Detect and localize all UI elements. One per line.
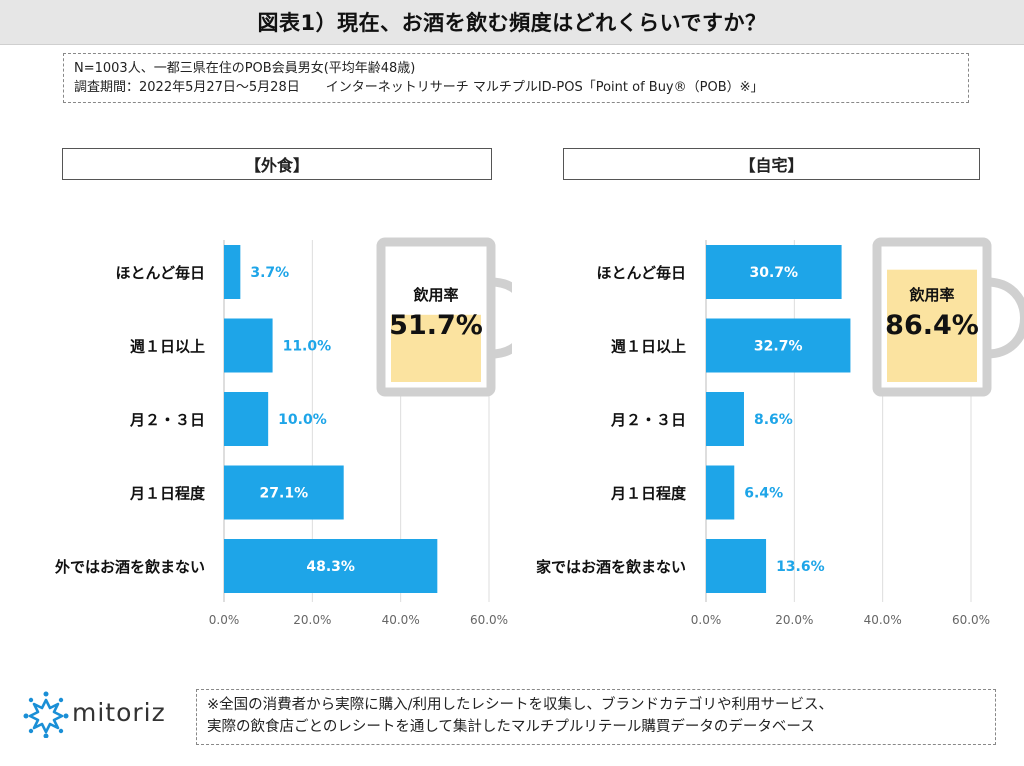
bar bbox=[224, 539, 438, 593]
logo-wordmark: mitoriz bbox=[72, 698, 166, 727]
mitoriz-logo: mitoriz bbox=[22, 688, 182, 738]
category-label: 月２・３日 bbox=[129, 411, 205, 429]
category-label: 月１日程度 bbox=[129, 485, 206, 503]
x-tick-label: 40.0% bbox=[382, 613, 420, 627]
category-label: 週１日以上 bbox=[611, 338, 686, 356]
drinking-rate-label: 飲用率 bbox=[908, 286, 954, 304]
data-label: 27.1% bbox=[260, 486, 309, 502]
mug-fill-level bbox=[391, 314, 481, 382]
drinking-rate-mug: 飲用率 51.7% bbox=[376, 237, 512, 397]
bar bbox=[224, 392, 269, 446]
bar bbox=[706, 539, 767, 593]
bar bbox=[706, 392, 744, 446]
data-label: 6.4% bbox=[744, 486, 783, 502]
x-tick-label: 40.0% bbox=[864, 613, 902, 627]
bar bbox=[224, 465, 344, 520]
bar bbox=[706, 245, 842, 299]
category-label: 週１日以上 bbox=[130, 338, 205, 356]
chart-home: 0.0% 20.0% 40.0% 60.0% ほとんど毎日 30.7% 週１日以上 32.7%… bbox=[536, 237, 1024, 627]
page-title: 図表1）現在、お酒を飲む頻度はどれくらいですか？ bbox=[257, 11, 767, 35]
x-tick-label: 60.0% bbox=[952, 613, 990, 627]
data-label: 48.3% bbox=[306, 559, 355, 575]
footer-note: ※全国の消費者から実際に購入/利用したレシートを収集し、ブランドカテゴリや利用サ… bbox=[196, 689, 996, 745]
bar bbox=[224, 245, 241, 299]
logo-mark-icon bbox=[23, 691, 69, 738]
mug-handle bbox=[490, 277, 512, 359]
category-label: ほとんど毎日 bbox=[596, 264, 686, 282]
footer-note-line1: ※全国の消費者から実際に購入/利用したレシートを収集し、ブランドカテゴリや利用サ… bbox=[207, 697, 834, 713]
drinking-rate-value: 51.7% bbox=[389, 310, 483, 341]
survey-period-note: 調査期間：2022年5月27日～5月28日 インターネットリサーチ マルチプルI… bbox=[74, 80, 764, 95]
category-label: ほとんど毎日 bbox=[115, 264, 205, 282]
chart-eating-out: 0.0% 20.0% 40.0% 60.0% ほとんど毎日 3.7% 週１日以上 11.0% 月… bbox=[54, 237, 512, 627]
survey-sample-note: N=1003人、一都三県在住のPOB会員男女(平均年齢48歳) bbox=[74, 61, 416, 76]
data-label: 10.0% bbox=[278, 412, 327, 428]
x-tick-label: 20.0% bbox=[775, 613, 813, 627]
category-label: 家ではお酒を飲まない bbox=[536, 558, 686, 576]
survey-notes: N=1003人、一都三県在住のPOB会員男女(平均年齢48歳) 調査期間：202… bbox=[63, 53, 969, 103]
x-tick-label: 60.0% bbox=[470, 613, 508, 627]
panel-title-eating-out: 【外食】 bbox=[62, 148, 492, 180]
category-label: 月１日程度 bbox=[610, 485, 687, 503]
data-label: 13.6% bbox=[776, 559, 825, 575]
category-label: 外ではお酒を飲まない bbox=[54, 558, 205, 576]
x-tick-label: 0.0% bbox=[209, 613, 240, 627]
drinking-rate-value: 86.4% bbox=[885, 310, 979, 341]
bar bbox=[224, 318, 273, 373]
data-label: 30.7% bbox=[750, 265, 799, 281]
drinking-rate-mug: 飲用率 86.4% bbox=[872, 237, 1024, 397]
footer-note-line2: 実際の飲食店ごとのレシートを通して集計したマルチプルリテール購買データのデータベ… bbox=[207, 719, 815, 735]
bar bbox=[706, 318, 851, 373]
category-label: 月２・３日 bbox=[610, 411, 686, 429]
data-label: 8.6% bbox=[754, 412, 793, 428]
data-label: 32.7% bbox=[754, 339, 803, 355]
bar bbox=[706, 465, 735, 520]
title-bar: 図表1）現在、お酒を飲む頻度はどれくらいですか？ bbox=[0, 0, 1024, 45]
mug-handle bbox=[986, 277, 1024, 359]
drinking-rate-label: 飲用率 bbox=[412, 286, 458, 304]
x-tick-label: 20.0% bbox=[293, 613, 331, 627]
mug-fill-level bbox=[887, 269, 977, 382]
data-label: 3.7% bbox=[250, 265, 289, 281]
data-label: 11.0% bbox=[283, 339, 332, 355]
panel-title-home: 【自宅】 bbox=[563, 148, 980, 180]
x-tick-label: 0.0% bbox=[691, 613, 722, 627]
